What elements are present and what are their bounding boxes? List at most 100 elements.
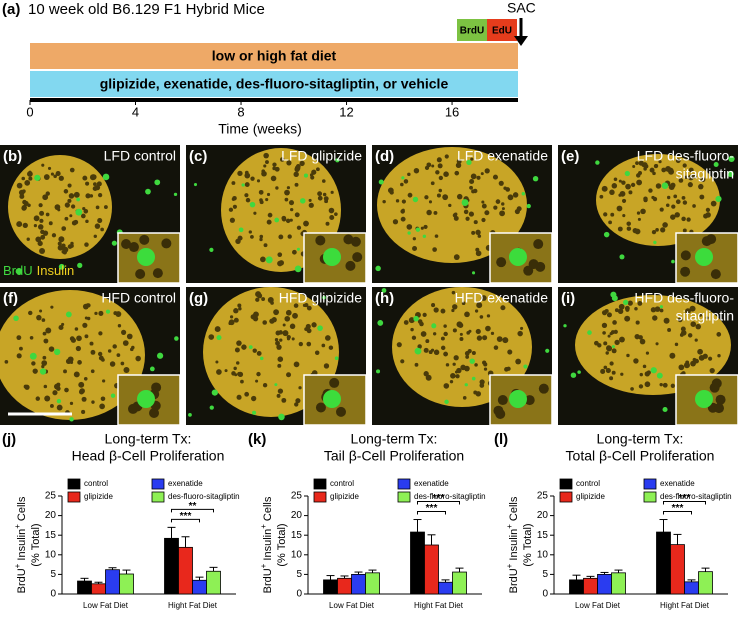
y-label-sup: + [13,563,22,568]
nucleus [322,179,326,183]
legend-label: des-fluoro-sitagliptin [414,492,486,501]
panel-label: (l) [494,431,508,448]
nucleus [678,178,684,183]
bar [206,570,221,595]
nucleus [16,335,22,341]
nucleus [392,219,399,225]
nucleus [19,194,25,199]
bar [337,577,352,595]
nucleus [238,306,242,311]
nucleus [700,176,706,183]
nucleus [329,215,335,220]
brdu-cell [381,288,387,293]
nucleus [396,342,402,348]
x-tick-label: 4 [132,104,139,119]
nucleus [659,207,664,212]
nucleus [480,172,484,176]
brdu-cell [294,265,302,273]
micrograph [186,287,366,425]
nucleus [292,312,298,319]
x-tick-label: 16 [445,104,459,119]
inset-nucleus [345,260,356,271]
panel-title: LFD glipizide [281,148,362,164]
nucleus [292,249,297,255]
nucleus [47,166,52,171]
nucleus [433,307,439,313]
nucleus [256,371,261,377]
nucleus [241,344,247,350]
nucleus [231,197,236,201]
nucleus [618,179,622,183]
brdu-cell [570,372,577,378]
nucleus [277,388,284,394]
nucleus [434,234,439,238]
nucleus [250,235,254,239]
nucleus [53,383,60,390]
nucleus [245,197,251,203]
nucleus [32,368,38,374]
bar [410,531,425,595]
bar [684,581,699,595]
nucleus [484,168,490,174]
nucleus [294,182,299,187]
nucleus [634,228,641,235]
nucleus [252,348,257,353]
error-bar [586,575,595,579]
nucleus [683,362,690,369]
sac-arrowhead [514,36,528,46]
brdu-cell [29,352,37,360]
nucleus [94,184,101,191]
panel-label: (g) [189,290,208,307]
y-label-sup: + [505,524,514,529]
nucleus [107,349,112,353]
nucleus [667,328,672,332]
error-bar [413,519,422,533]
nucleus [289,218,293,222]
nucleus [484,210,490,216]
brdu-cell [77,262,83,268]
nucleus [234,347,240,353]
nucleus [109,361,116,367]
nucleus [431,164,435,168]
brdu-cell [407,231,411,235]
micrograph [0,287,180,425]
nucleus [663,317,670,324]
nucleus [24,384,30,390]
error-bar [441,579,450,583]
inset-brdu-cell [509,248,527,266]
nucleus [262,320,268,325]
nucleus [403,320,409,325]
nucleus [123,367,130,374]
nucleus [312,169,316,174]
nucleus [408,317,415,324]
nucleus [50,404,54,408]
nucleus [16,221,23,228]
brdu-cell [577,370,581,374]
nucleus [710,200,717,207]
inset-brdu-cell [509,390,527,408]
nucleus [606,345,612,351]
inset-nucleus [315,402,326,413]
panel-title: sitagliptin [676,166,734,182]
nucleus [286,186,291,190]
nucleus [499,210,505,217]
nucleus [400,359,405,364]
nucleus [285,309,292,316]
brdu-cell [661,182,669,189]
nucleus [65,358,72,365]
nucleus [229,315,234,319]
nucleus [669,352,676,359]
nucleus [85,219,89,224]
significance-bracket [417,501,460,505]
nucleus [101,357,105,362]
y-tick-label: 25 [537,491,549,502]
panel-title: HFD exenatide [455,290,549,306]
nucleus [697,348,703,355]
y-label-part: Cells [16,496,28,524]
nucleus [694,358,699,364]
x-tick-label: Hight Fat Diet [414,601,464,610]
inset-nucleus [680,266,691,277]
nucleus [630,182,636,187]
nucleus [444,154,449,159]
bar [670,544,685,595]
